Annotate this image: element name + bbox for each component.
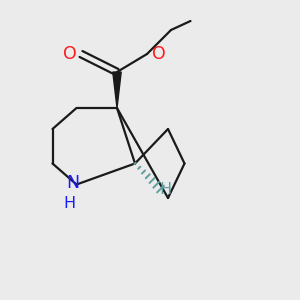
- Text: H: H: [160, 182, 172, 196]
- Text: N: N: [66, 174, 80, 192]
- Polygon shape: [113, 72, 121, 108]
- Text: O: O: [152, 45, 165, 63]
- Text: H: H: [64, 196, 76, 211]
- Text: O: O: [63, 45, 76, 63]
